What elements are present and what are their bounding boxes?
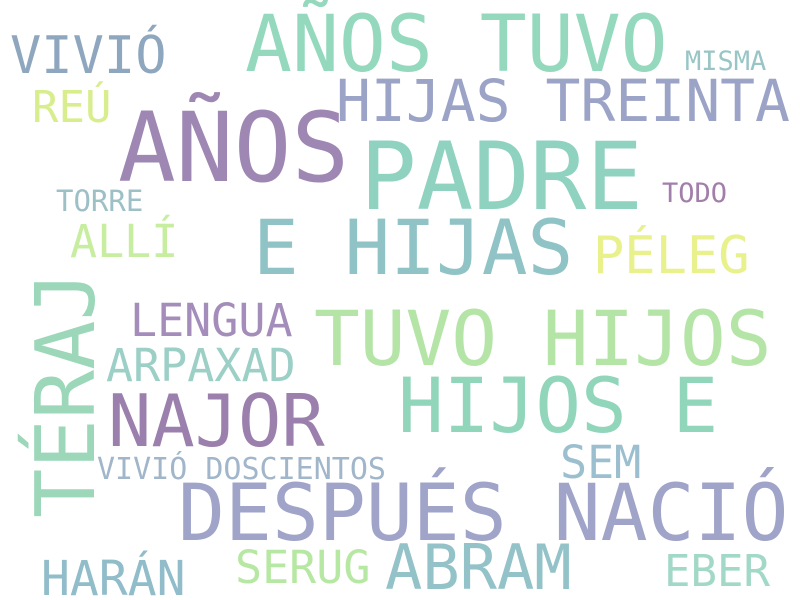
word-anos-tuvo: AÑOS TUVO xyxy=(245,0,668,90)
word-reu: REÚ xyxy=(32,82,112,133)
word-teraj: TÉRAJ xyxy=(19,271,114,518)
word-abram: ABRAM xyxy=(385,531,572,600)
word-misma: MISMA xyxy=(685,46,767,77)
word-hijas-treinta: HIJAS TREINTA xyxy=(336,67,790,135)
word-despues-nacio: DESPUÉS NACIÓ xyxy=(178,469,789,559)
word-serug: SERUG xyxy=(235,541,371,594)
word-torre: TORRE xyxy=(56,184,144,218)
word-arpaxad: ARPAXAD xyxy=(106,339,296,392)
word-todo: TODO xyxy=(662,178,728,209)
word-anos: AÑOS xyxy=(118,92,350,204)
word-tuvo-hijos: TUVO HIJOS xyxy=(314,294,772,383)
word-alli: ALLÍ xyxy=(70,215,179,268)
word-vivio-doscientos: VIVIÓ DOSCIENTOS xyxy=(97,452,386,487)
word-vivio: VIVIÓ xyxy=(10,26,167,86)
word-sem: SEM xyxy=(560,436,642,489)
word-e-hijas: E HIJAS xyxy=(253,203,574,292)
word-haran: HARÁN xyxy=(41,551,186,600)
word-hijos-e: HIJOS E xyxy=(398,361,719,450)
word-padre: PADRE xyxy=(360,123,643,232)
word-lengua: LENGUA xyxy=(130,294,293,347)
word-najor: NAJOR xyxy=(108,379,325,463)
word-peleg: PÉLEG xyxy=(593,226,750,286)
word-eber: EBER xyxy=(664,546,770,597)
